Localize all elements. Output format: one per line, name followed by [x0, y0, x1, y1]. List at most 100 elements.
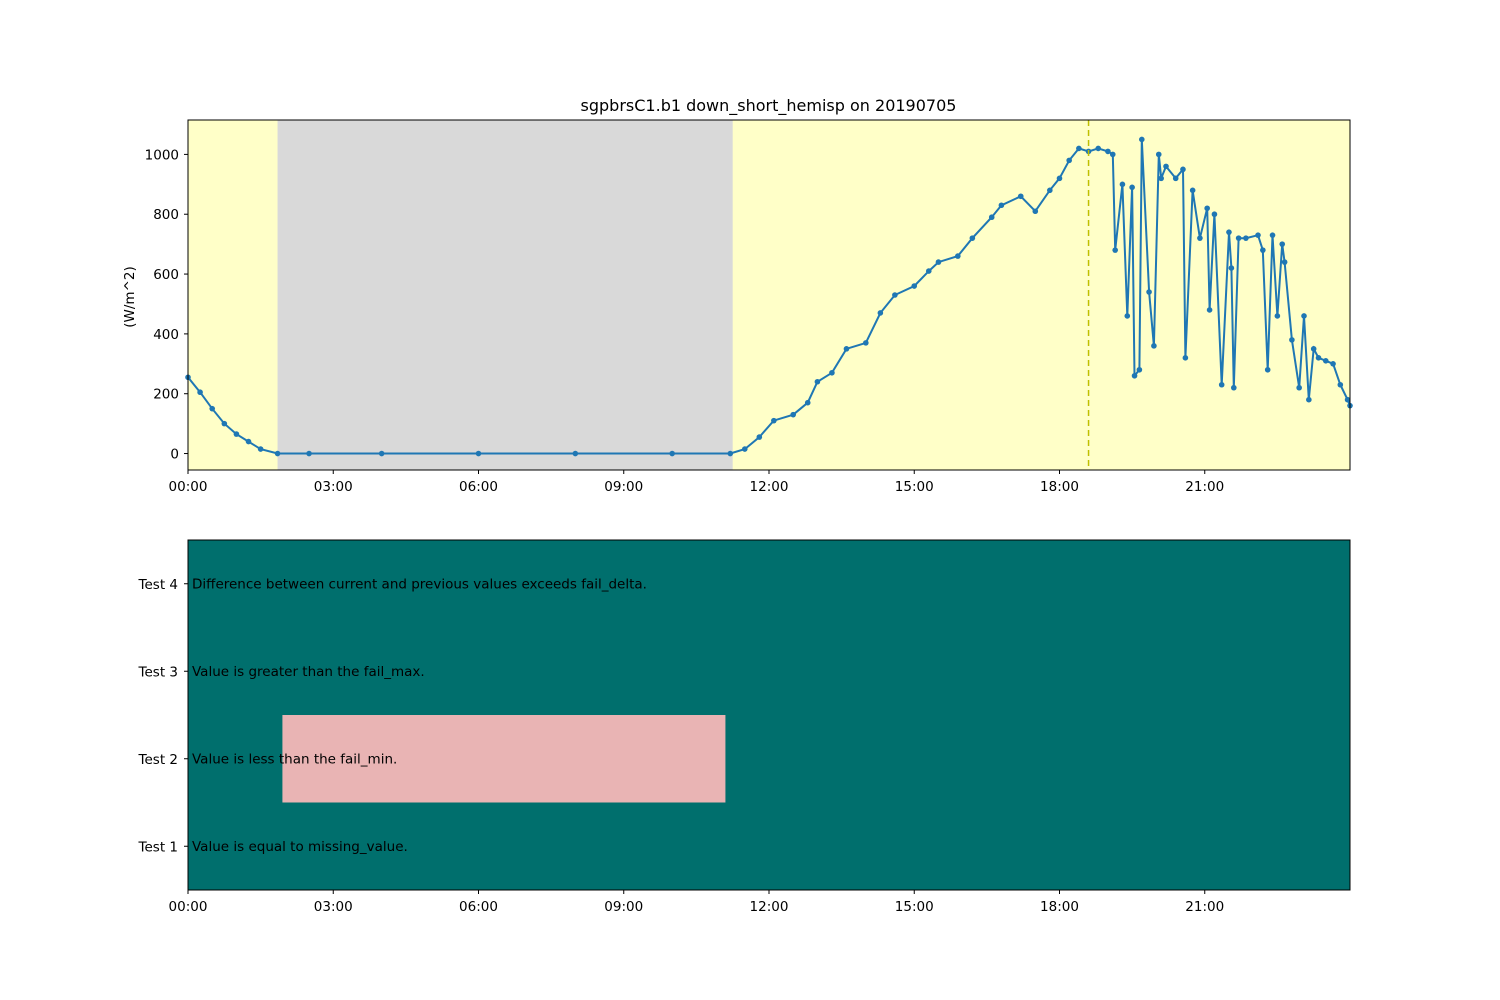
- qc-test-description: Value is greater than the fail_max.: [192, 664, 425, 680]
- qc-flag-panel: Value is equal to missing_value. Value is…: [138, 539, 1351, 915]
- series-point: [1112, 247, 1118, 253]
- x-tick-label: 03:00: [314, 899, 353, 915]
- series-point: [1218, 381, 1225, 388]
- series-point: [771, 417, 777, 424]
- series-point: [1337, 381, 1344, 388]
- series-point: [1228, 265, 1235, 271]
- x-tick-label: 18:00: [1040, 479, 1079, 495]
- series-point: [221, 420, 228, 427]
- qc-test-description: Value is equal to missing_value.: [192, 839, 408, 855]
- y-tick-label: 800: [153, 207, 179, 223]
- y-axis: 0 200 400 600 800 1000: [145, 147, 188, 463]
- series-point: [1274, 313, 1281, 319]
- series-point: [727, 450, 734, 457]
- series-point: [911, 283, 918, 289]
- series-point: [1226, 229, 1232, 235]
- series-point: [843, 346, 850, 352]
- series-point: [1158, 175, 1164, 182]
- series-point: [1235, 235, 1242, 241]
- series-point: [306, 450, 312, 457]
- series-point: [1032, 208, 1039, 215]
- series-point: [233, 431, 240, 437]
- x-tick-label: 15:00: [895, 899, 934, 915]
- series-point: [257, 446, 264, 452]
- series-point: [245, 438, 252, 445]
- x-tick-label: 06:00: [459, 479, 498, 495]
- series-point: [1124, 313, 1131, 319]
- series-point: [1260, 247, 1266, 253]
- series-point: [209, 405, 216, 412]
- qc-test-descriptions: Value is equal to missing_value. Value is…: [192, 576, 647, 855]
- series-point: [1172, 175, 1179, 182]
- y-tick-label: 1000: [145, 147, 179, 163]
- series-point: [756, 434, 763, 440]
- series-point: [1119, 181, 1126, 188]
- series-point: [935, 259, 942, 265]
- x-tick-label: 12:00: [750, 899, 789, 915]
- series-point: [1255, 232, 1261, 238]
- y-axis-label: (W/m^2): [122, 266, 138, 327]
- series-point: [1182, 355, 1189, 361]
- qc-y-tick-label: Test 1: [138, 839, 178, 855]
- series-point: [1076, 145, 1082, 152]
- series-point: [1131, 372, 1138, 379]
- series-point: [1206, 307, 1213, 313]
- series-point: [1264, 366, 1271, 373]
- series-point: [1269, 232, 1276, 238]
- qc-fail-regions: [282, 715, 726, 803]
- series-point: [1289, 337, 1295, 343]
- timeseries-panel: sgpbrsC1.b1 down_short_hemisp on 2019070…: [122, 96, 1353, 495]
- series-point: [1056, 175, 1063, 182]
- series-point: [1306, 396, 1312, 403]
- series-point: [988, 214, 995, 221]
- series-point: [969, 235, 976, 241]
- series-point: [669, 450, 675, 457]
- x-tick-label: 12:00: [750, 479, 789, 495]
- qc-y-axis: Test 1 Test 2 Test 3 Test 4: [138, 577, 188, 855]
- series-point: [1047, 187, 1053, 194]
- qc-x-axis: 00:00 03:00 06:00 09:00 12:00 15:00 18:00 21:00: [169, 890, 1224, 915]
- qc-test-description: Value is less than the fail_min.: [192, 751, 397, 767]
- series-point: [877, 310, 884, 316]
- series-point: [1129, 184, 1135, 191]
- x-tick-label: 09:00: [604, 479, 643, 495]
- series-point: [1146, 289, 1152, 295]
- qc-y-tick-label: Test 3: [138, 664, 178, 680]
- x-tick-label: 18:00: [1040, 899, 1079, 915]
- series-point: [378, 450, 385, 457]
- series-point: [1296, 384, 1302, 391]
- series-line: [187, 139, 1351, 455]
- x-tick-label: 21:00: [1185, 899, 1224, 915]
- qc-y-tick-label: Test 4: [138, 577, 178, 593]
- series-point: [1017, 193, 1024, 200]
- series-point: [197, 389, 203, 396]
- x-tick-label: 21:00: [1185, 479, 1224, 495]
- series-point: [1231, 384, 1237, 391]
- series-point: [1315, 355, 1322, 361]
- series-point: [1180, 166, 1186, 173]
- series-point: [1301, 313, 1307, 319]
- series-point: [741, 446, 748, 452]
- x-tick-label: 00:00: [169, 899, 208, 915]
- series-point: [955, 253, 961, 259]
- shaded-region: [277, 120, 733, 470]
- y-tick-label: 400: [153, 327, 179, 343]
- series-point: [1155, 151, 1162, 158]
- series-point: [925, 268, 932, 274]
- qc-fail-region: [282, 715, 726, 803]
- series-point: [892, 292, 898, 298]
- x-tick-label: 15:00: [895, 479, 934, 495]
- series-point: [475, 450, 482, 457]
- series-point: [998, 202, 1005, 209]
- series-point: [1310, 346, 1317, 352]
- qc-y-tick-label: Test 2: [138, 752, 178, 768]
- series-point: [572, 450, 579, 457]
- series-point: [1139, 136, 1145, 143]
- series-point: [1163, 163, 1169, 170]
- x-tick-label: 03:00: [314, 479, 353, 495]
- series-point: [1095, 145, 1102, 152]
- series-point: [1322, 358, 1329, 364]
- series-point: [274, 450, 281, 457]
- series-point: [1151, 343, 1157, 349]
- x-tick-label: 00:00: [169, 479, 208, 495]
